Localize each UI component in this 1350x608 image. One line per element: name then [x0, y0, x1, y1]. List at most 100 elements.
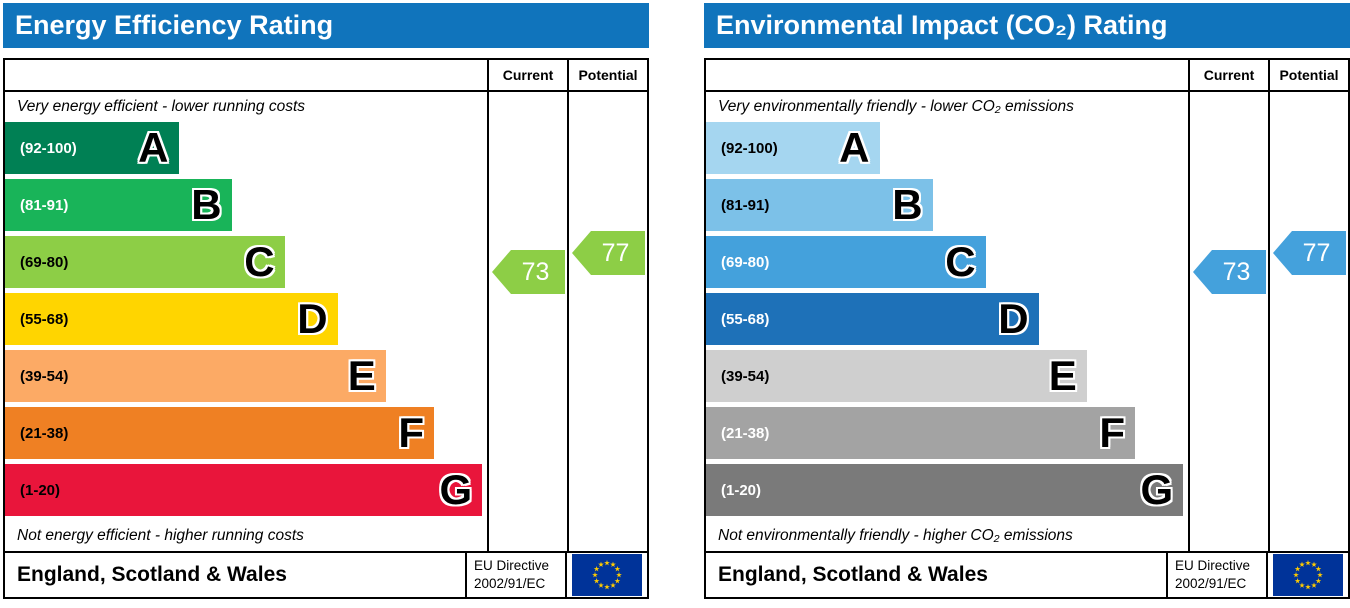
eu-flag-cell [565, 553, 647, 597]
band-range-label: (69-80) [20, 253, 69, 271]
eu-flag-cell [1266, 553, 1348, 597]
band-range-label: (92-100) [721, 139, 778, 157]
potential-rating-arrow: 77 [572, 231, 645, 275]
band-row-f: (21-38) F [706, 407, 1188, 464]
band-range-label: (39-54) [20, 367, 69, 385]
potential-column-header: Potential [1268, 60, 1348, 90]
co2-current-rating-column: 73 [1188, 92, 1268, 551]
co2-table-header: Current Potential [706, 60, 1348, 92]
band-row-a: (92-100) A [706, 122, 1188, 179]
band-letter: D [297, 295, 328, 342]
energy-panel-title-bar: Energy Efficiency Rating [3, 3, 649, 48]
band-bar-f: (21-38) F [5, 407, 434, 459]
co2-panel-title: Environmental Impact (CO₂) Rating [716, 10, 1168, 40]
co2-table-footer: England, Scotland & Wales EU Directive 2… [706, 551, 1348, 597]
band-bar-b: (81-91) B [706, 179, 933, 231]
energy-table-footer: England, Scotland & Wales EU Directive 2… [5, 551, 647, 597]
eu-directive-label: EU Directive 2002/91/EC [465, 553, 565, 597]
current-rating-arrow: 73 [492, 250, 565, 294]
eu-flag-icon [572, 554, 642, 596]
band-row-b: (81-91) B [706, 179, 1188, 236]
energy-table-body: Very energy efficient - lower running co… [5, 92, 647, 551]
current-column-header: Current [1188, 60, 1268, 90]
footer-region-label: England, Scotland & Wales [17, 563, 287, 586]
band-range-label: (55-68) [721, 310, 770, 328]
band-row-c: (69-80) C [706, 236, 1188, 293]
current-rating-arrow: 73 [1193, 250, 1266, 294]
band-list: (92-100) A (81-91) B (69-80) C (55-68) D (39-54)… [5, 122, 487, 521]
energy-potential-rating-column: 77 [567, 92, 647, 551]
band-letter: F [398, 409, 424, 456]
band-row-d: (55-68) D [5, 293, 487, 350]
band-letter: F [1099, 409, 1125, 456]
band-range-label: (1-20) [721, 481, 762, 499]
eu-directive-line2: 2002/91/EC [1175, 576, 1247, 591]
band-range-label: (81-91) [20, 196, 69, 214]
eu-directive-label: EU Directive 2002/91/EC [1166, 553, 1266, 597]
potential-column-header: Potential [567, 60, 647, 90]
energy-top-caption: Very energy efficient - lower running co… [17, 98, 306, 115]
current-column-header: Current [487, 60, 567, 90]
band-bar-e: (39-54) E [706, 350, 1087, 402]
co2-table-body: Very environmentally friendly - lower CO… [706, 92, 1348, 551]
band-row-e: (39-54) E [5, 350, 487, 407]
band-range-label: (69-80) [721, 253, 770, 271]
co2-bottom-caption: Not environmentally friendly - higher CO… [718, 527, 1073, 544]
band-row-f: (21-38) F [5, 407, 487, 464]
band-letter: C [244, 238, 275, 285]
band-bar-e: (39-54) E [5, 350, 386, 402]
band-range-label: (1-20) [20, 481, 61, 499]
co2-rating-table: Current Potential Very environmentally f… [704, 58, 1350, 599]
band-letter: D [998, 295, 1029, 342]
band-letter: B [892, 181, 923, 228]
band-range-label: (21-38) [721, 424, 770, 442]
band-letter: A [839, 124, 870, 171]
band-row-g: (1-20) G [706, 464, 1188, 521]
band-range-label: (81-91) [721, 196, 770, 214]
eu-directive-line1: EU Directive [1175, 558, 1251, 574]
band-bar-g: (1-20) G [706, 464, 1184, 516]
co2-panel-title-bar: Environmental Impact (CO₂) Rating [704, 3, 1350, 48]
band-letter: G [439, 466, 473, 513]
band-letter: B [191, 181, 222, 228]
energy-efficiency-panel: Energy Efficiency Rating Current Potenti… [3, 3, 649, 599]
band-bar-g: (1-20) G [5, 464, 483, 516]
band-range-label: (55-68) [20, 310, 69, 328]
band-row-g: (1-20) G [5, 464, 487, 521]
header-spacer [5, 60, 487, 90]
band-bar-c: (69-80) C [5, 236, 285, 288]
energy-bands-column: Very energy efficient - lower running co… [5, 92, 487, 551]
band-letter: E [1048, 352, 1077, 399]
potential-rating-arrow: 77 [1273, 231, 1346, 275]
band-bar-d: (55-68) D [706, 293, 1039, 345]
co2-bands-column: Very environmentally friendly - lower CO… [706, 92, 1188, 551]
band-row-d: (55-68) D [706, 293, 1188, 350]
band-range-label: (21-38) [20, 424, 69, 442]
band-range-label: (92-100) [20, 139, 77, 157]
co2-top-caption: Very environmentally friendly - lower CO… [718, 98, 1074, 115]
band-list: (92-100) A (81-91) B (69-80) C (55-68) D (39-54)… [706, 122, 1188, 521]
eu-directive-line2: 2002/91/EC [474, 576, 546, 591]
energy-current-rating-column: 73 [487, 92, 567, 551]
band-row-a: (92-100) A [5, 122, 487, 179]
band-row-b: (81-91) B [5, 179, 487, 236]
energy-panel-title: Energy Efficiency Rating [15, 10, 334, 40]
energy-bottom-caption: Not energy efficient - higher running co… [17, 527, 304, 544]
band-bar-a: (92-100) A [706, 122, 880, 174]
band-bar-d: (55-68) D [5, 293, 338, 345]
band-bar-f: (21-38) F [706, 407, 1135, 459]
band-letter: E [347, 352, 376, 399]
band-letter: C [945, 238, 976, 285]
eu-flag-icon [1273, 554, 1343, 596]
environmental-impact-panel: Environmental Impact (CO₂) Rating Curren… [704, 3, 1350, 599]
band-range-label: (39-54) [721, 367, 770, 385]
energy-table-header: Current Potential [5, 60, 647, 92]
eu-directive-line1: EU Directive [474, 558, 550, 574]
band-bar-b: (81-91) B [5, 179, 232, 231]
header-spacer [706, 60, 1188, 90]
band-bar-c: (69-80) C [706, 236, 986, 288]
footer-region-label: England, Scotland & Wales [718, 563, 988, 586]
band-letter: G [1140, 466, 1174, 513]
band-row-e: (39-54) E [706, 350, 1188, 407]
